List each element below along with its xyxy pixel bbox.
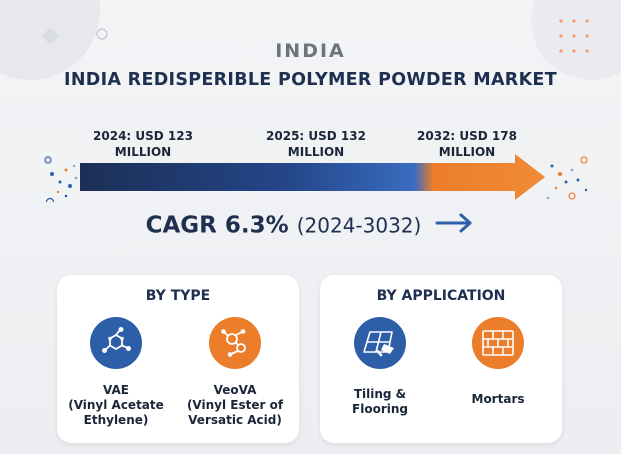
molecule-icon bbox=[90, 317, 142, 369]
type-desc: Versatic Acid) bbox=[188, 413, 282, 427]
application-name: Flooring bbox=[352, 402, 408, 416]
country-label: INDIA bbox=[275, 40, 346, 62]
timeline-unit: MILLION bbox=[287, 145, 345, 159]
timeline-label-2024: 2024: USD 123 MILLION bbox=[68, 128, 218, 160]
type-desc: Ethylene) bbox=[83, 413, 149, 427]
timeline-value: 2032: USD 178 bbox=[417, 129, 517, 143]
molecule-ring-icon bbox=[209, 317, 261, 369]
timeline-label-2025: 2025: USD 132 MILLION bbox=[241, 128, 391, 160]
by-application-card: BY APPLICATION bbox=[320, 275, 562, 443]
type-item-vae: VAE (Vinyl Acetate Ethylene) bbox=[56, 383, 176, 428]
growth-arrow bbox=[44, 154, 588, 202]
application-item-mortars: Mortars bbox=[438, 392, 558, 407]
cagr-line: CAGR 6.3% (2024-3032) bbox=[0, 212, 621, 240]
page-title: INDIA REDISPERIBLE POLYMER POWDER MARKET bbox=[64, 70, 557, 90]
cagr-value: CAGR 6.3% bbox=[145, 212, 289, 239]
decorative-particles-right bbox=[546, 156, 588, 200]
application-item-tiling: Tiling & Flooring bbox=[320, 387, 440, 417]
by-type-card: BY TYPE bbox=[57, 275, 299, 443]
tiling-trowel-icon bbox=[354, 317, 406, 369]
application-name: Mortars bbox=[471, 392, 525, 406]
timeline-unit: MILLION bbox=[114, 145, 172, 159]
type-name: VeoVA bbox=[213, 383, 257, 397]
by-application-title: BY APPLICATION bbox=[376, 288, 506, 304]
timeline-unit: MILLION bbox=[438, 145, 496, 159]
brick-wall-icon bbox=[472, 317, 524, 369]
by-type-title: BY TYPE bbox=[145, 288, 211, 304]
type-desc: (Vinyl Ester of bbox=[186, 398, 284, 412]
cagr-period: (2024-3032) bbox=[296, 213, 422, 238]
type-desc: (Vinyl Acetate bbox=[68, 398, 164, 412]
type-name: VAE bbox=[103, 383, 129, 397]
decorative-particles-left bbox=[44, 156, 78, 202]
timeline-value: 2024: USD 123 bbox=[93, 129, 193, 143]
arrow-right-icon bbox=[435, 212, 475, 240]
type-item-veova: VeoVA (Vinyl Ester of Versatic Acid) bbox=[175, 383, 295, 428]
decorative-shapes bbox=[41, 27, 108, 45]
timeline-value: 2025: USD 132 bbox=[266, 129, 366, 143]
timeline-label-2032: 2032: USD 178 MILLION bbox=[392, 128, 542, 160]
decorative-dot-grid bbox=[559, 19, 589, 53]
application-name: Tiling & bbox=[353, 387, 407, 401]
